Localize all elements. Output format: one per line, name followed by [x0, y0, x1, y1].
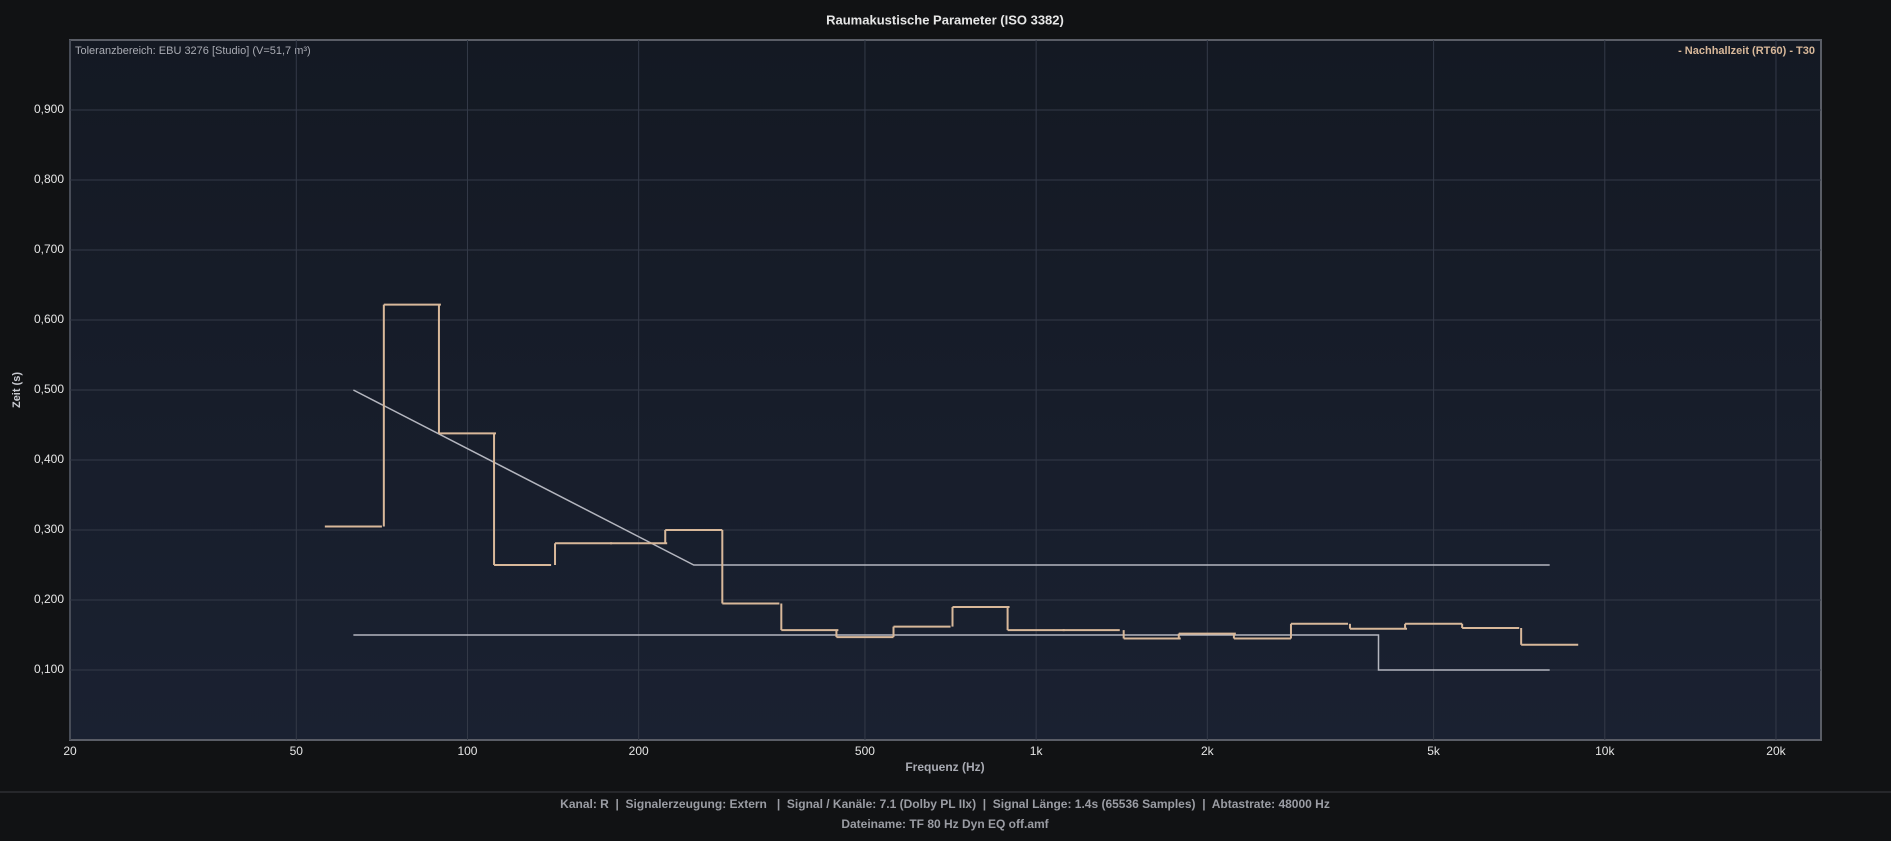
y-tick-label: 0,300	[34, 522, 64, 536]
chart-title: Raumakustische Parameter (ISO 3382)	[826, 12, 1064, 27]
y-tick-label: 0,600	[34, 312, 64, 326]
x-tick-label: 50	[290, 744, 304, 758]
y-axis-title: Zeit (s)	[11, 372, 23, 408]
tolerance-line	[353, 634, 1550, 671]
x-tick-label: 500	[855, 744, 875, 758]
footer-line: Dateiname: TF 80 Hz Dyn EQ off.amf	[841, 817, 1049, 831]
footer-line: Kanal: R | Signalerzeugung: Extern | Sig…	[560, 797, 1330, 811]
legend-entry: - Nachhallzeit (RT60) - T30	[1678, 45, 1815, 57]
y-tick-label: 0,100	[34, 662, 64, 676]
x-tick-label: 200	[629, 744, 649, 758]
x-tick-label: 20k	[1766, 744, 1786, 758]
y-tick-label: 0,700	[34, 242, 64, 256]
x-tick-label: 20	[63, 744, 77, 758]
x-axis-title: Frequenz (Hz)	[905, 760, 984, 774]
y-tick-label: 0,800	[34, 172, 64, 186]
annotation: Toleranzbereich: EBU 3276 [Studio] (V=51…	[75, 45, 311, 57]
x-tick-label: 100	[457, 744, 477, 758]
x-tick-label: 10k	[1595, 744, 1615, 758]
y-tick-label: 0,200	[34, 592, 64, 606]
tolerance-line	[353, 389, 1550, 566]
y-tick-label: 0,900	[34, 102, 64, 116]
y-tick-label: 0,500	[34, 382, 64, 396]
y-tick-label: 0,400	[34, 452, 64, 466]
x-tick-label: 5k	[1427, 744, 1441, 758]
x-tick-label: 2k	[1201, 744, 1215, 758]
x-tick-label: 1k	[1030, 744, 1044, 758]
